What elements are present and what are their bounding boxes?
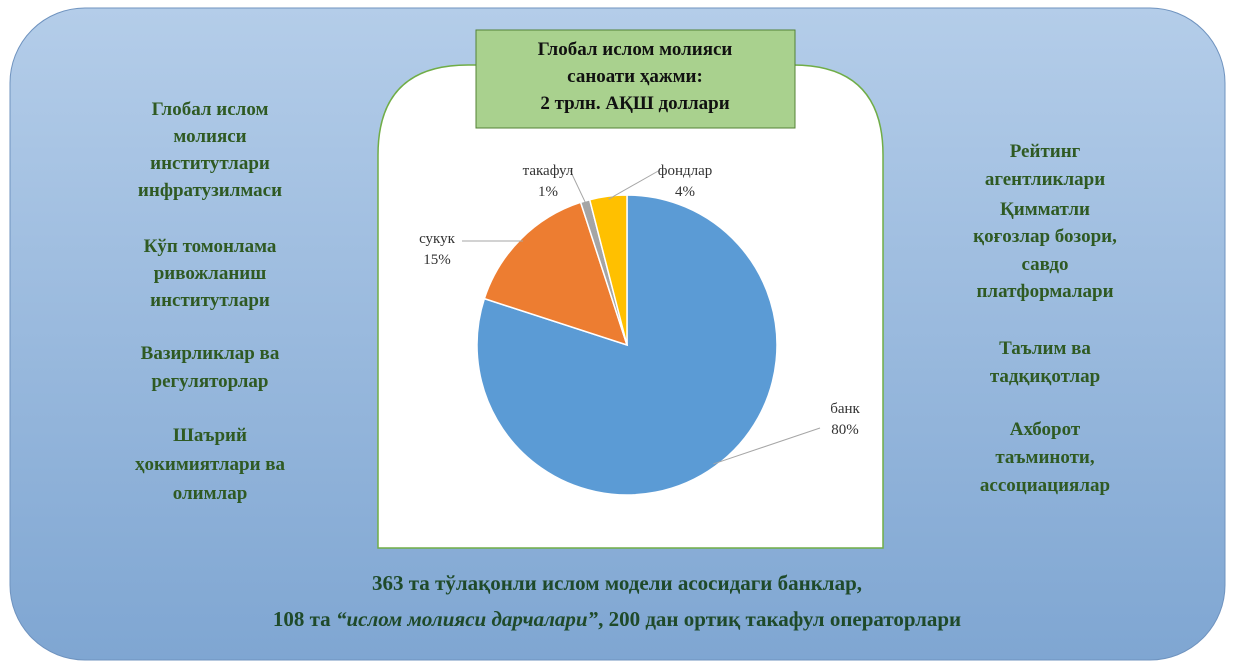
left-item: Глобал ислом [152,99,269,120]
right-item: Қимматли [1000,199,1090,220]
slice-value: 4% [675,184,695,200]
slice-label: такафул [523,163,574,179]
slice-label: сукук [419,231,456,247]
left-item: ривожланиш [154,263,267,284]
chart-title: саноати ҳажми: [567,66,703,87]
left-item: инфратузилмаси [138,180,282,201]
chart-title: 2 трлн. АҚШ доллари [540,93,729,114]
left-item: институтлари [150,290,270,311]
right-item: Таълим ва [999,338,1091,359]
right-item: ассоциациялар [980,475,1110,496]
left-item: Шаърий [173,425,247,446]
right-item: Рейтинг [1010,141,1081,162]
slice-label: банк [830,401,860,417]
right-item: қоғозлар бозори, [973,226,1117,247]
left-item: ҳокимиятлари ва [135,454,286,475]
left-item: институтлари [150,153,270,174]
left-item: олимлар [173,483,248,504]
footer-part: 108 та [273,607,336,631]
left-item: молияси [173,126,246,147]
right-item: савдо [1021,254,1068,275]
slice-value: 80% [831,422,859,438]
left-item: Кўп томонлама [144,236,277,257]
right-item: платформалари [976,281,1113,302]
chart-title: Глобал ислом молияси [538,39,733,60]
slice-value: 15% [423,252,451,268]
right-item: тадқиқотлар [990,366,1100,387]
left-item: регуляторлар [152,371,269,392]
footer-part: “ислом молияси дарчалари” [336,607,599,631]
right-item: агентликлари [985,169,1105,190]
right-item: Ахборот [1010,419,1081,440]
slice-label: фондлар [658,163,713,179]
slice-value: 1% [538,184,558,200]
footer-part: , 200 дан ортиқ такафул операторлари [598,607,961,631]
left-item: Вазирликлар ва [141,343,280,364]
footer-line: 108 та “ислом молияси дарчалари”, 200 да… [273,607,961,631]
right-item: таъминоти, [995,447,1095,468]
footer-line: 363 та тўлақонли ислом модели асосидаги … [372,571,862,595]
